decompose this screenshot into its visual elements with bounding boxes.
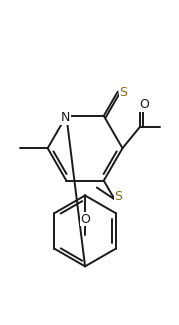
Text: N: N [61,111,70,124]
Text: S: S [119,86,127,99]
Text: O: O [80,213,90,226]
Text: S: S [115,190,123,203]
Text: O: O [139,98,149,111]
